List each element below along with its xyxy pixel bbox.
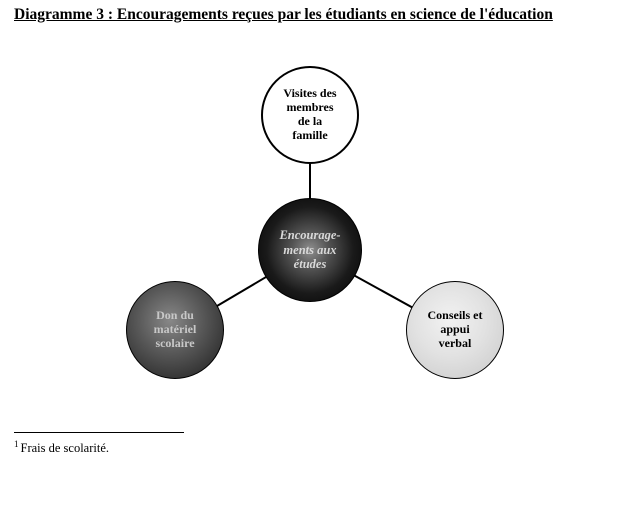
footnote-marker: 1 — [14, 439, 19, 449]
node-left: Don dumatérielscolaire — [126, 281, 224, 379]
node-right-label: Conseils etappuiverbal — [428, 309, 483, 350]
footnote-text: Frais de scolarité. — [21, 441, 110, 455]
node-top: Visites desmembresde lafamille — [261, 66, 359, 164]
node-left-label: Don dumatérielscolaire — [154, 309, 197, 350]
footnote-rule — [14, 432, 184, 433]
node-center: Encourage-ments auxétudes — [258, 198, 362, 302]
page: Diagramme 3 : Encouragements reçues par … — [0, 0, 642, 513]
diagram-canvas: Visites desmembresde lafamille Don dumat… — [0, 30, 642, 430]
diagram-title: Diagramme 3 : Encouragements reçues par … — [14, 6, 553, 24]
node-center-label: Encourage-ments auxétudes — [279, 228, 340, 271]
node-right: Conseils etappuiverbal — [406, 281, 504, 379]
footnote: 1Frais de scolarité. — [14, 439, 314, 456]
node-top-label: Visites desmembresde lafamille — [283, 87, 336, 142]
footnote-area: 1Frais de scolarité. — [14, 432, 314, 456]
